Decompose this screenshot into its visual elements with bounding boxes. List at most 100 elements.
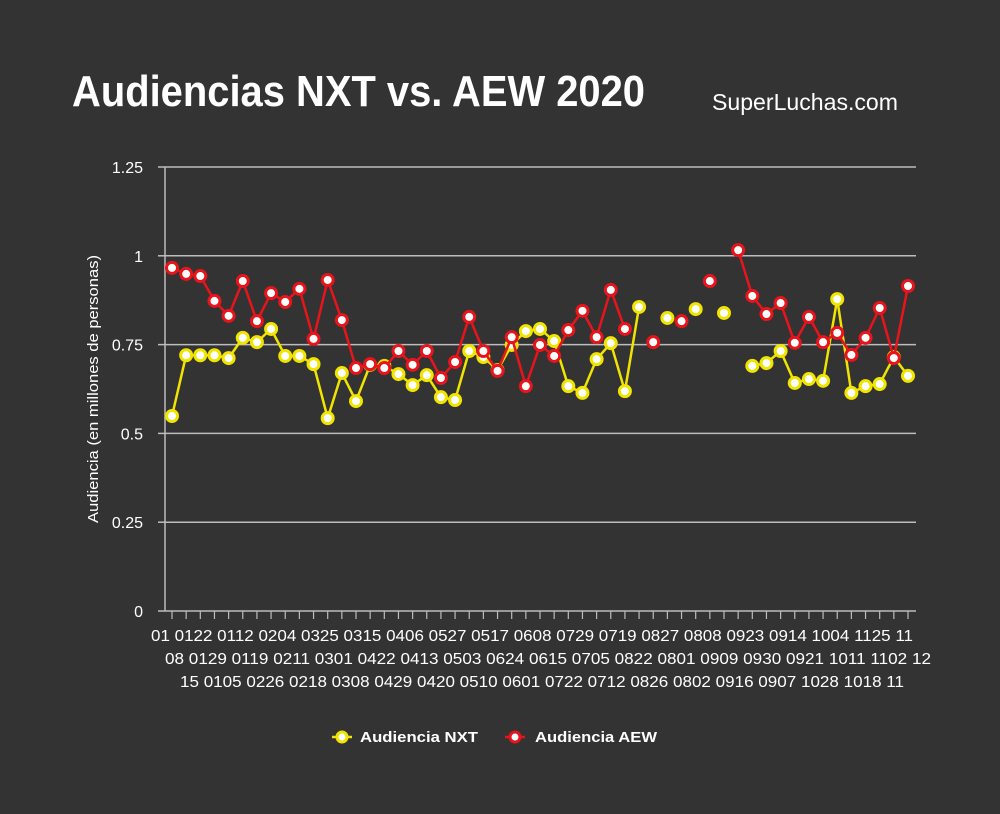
legend-item-aew[interactable]: Audiencia AEW [505, 729, 658, 746]
data-point[interactable] [844, 347, 859, 362]
data-point[interactable] [249, 314, 264, 329]
data-point[interactable] [264, 286, 279, 301]
data-point[interactable] [278, 294, 293, 309]
data-point[interactable] [193, 269, 208, 284]
data-point[interactable] [405, 357, 420, 372]
data-point[interactable] [830, 292, 845, 307]
series-line-segment [510, 336, 528, 387]
data-point[interactable] [603, 336, 618, 351]
data-point[interactable] [632, 299, 647, 314]
data-point[interactable] [235, 330, 250, 345]
data-point[interactable] [320, 272, 335, 287]
data-point[interactable] [264, 321, 279, 336]
data-point[interactable] [207, 293, 222, 308]
data-point[interactable] [759, 356, 774, 371]
data-point[interactable] [391, 367, 406, 382]
data-point[interactable] [518, 324, 533, 339]
data-point[interactable] [533, 337, 547, 352]
data-point[interactable] [731, 243, 746, 258]
data-point[interactable] [179, 348, 194, 363]
data-point[interactable] [617, 384, 632, 399]
data-point[interactable] [660, 310, 675, 325]
data-point[interactable] [462, 309, 477, 324]
data-point[interactable] [575, 303, 590, 318]
data-point[interactable] [490, 363, 505, 378]
data-point[interactable] [872, 301, 887, 316]
data-point[interactable] [688, 302, 703, 317]
data-point[interactable] [773, 296, 788, 311]
data-point[interactable] [334, 313, 349, 328]
data-point[interactable] [433, 370, 448, 385]
data-point[interactable] [547, 348, 562, 363]
data-point[interactable] [349, 361, 363, 376]
data-point[interactable] [476, 343, 491, 358]
data-point[interactable] [165, 260, 179, 275]
data-point[interactable] [462, 343, 477, 358]
data-point[interactable] [801, 372, 816, 387]
data-point[interactable] [858, 379, 873, 394]
data-point[interactable] [221, 351, 236, 366]
data-point[interactable] [886, 351, 901, 366]
legend-item-nxt[interactable]: Audiencia NXT [332, 729, 478, 746]
data-point[interactable] [674, 314, 689, 329]
data-point[interactable] [858, 330, 873, 345]
data-point[interactable] [221, 308, 236, 323]
data-point[interactable] [702, 274, 717, 289]
data-point[interactable] [193, 348, 208, 363]
data-point[interactable] [165, 408, 179, 423]
data-point[interactable] [292, 281, 307, 296]
data-point[interactable] [589, 330, 604, 345]
data-point[interactable] [391, 343, 406, 358]
data-point[interactable] [377, 361, 392, 376]
data-point[interactable] [306, 357, 321, 372]
y-tick-label: 0 [134, 604, 143, 621]
data-point[interactable] [207, 348, 222, 363]
data-point[interactable] [816, 335, 831, 350]
series-line-segment [779, 302, 796, 344]
data-point[interactable] [419, 343, 434, 358]
data-point[interactable] [292, 348, 307, 363]
data-point[interactable] [179, 266, 194, 281]
data-point[interactable] [363, 357, 378, 372]
data-point[interactable] [901, 278, 915, 293]
data-point[interactable] [561, 323, 576, 338]
data-point[interactable] [816, 373, 831, 388]
data-point[interactable] [773, 343, 788, 358]
data-point[interactable] [745, 358, 760, 373]
data-point[interactable] [320, 411, 335, 426]
data-point[interactable] [249, 335, 264, 350]
data-point[interactable] [872, 377, 887, 392]
data-point[interactable] [448, 393, 463, 408]
data-point[interactable] [518, 379, 533, 394]
data-point[interactable] [405, 378, 420, 393]
data-point[interactable] [278, 348, 293, 363]
data-point[interactable] [901, 368, 915, 383]
data-point[interactable] [419, 368, 434, 383]
data-point[interactable] [349, 394, 363, 409]
data-point[interactable] [533, 321, 547, 336]
data-point[interactable] [787, 335, 802, 350]
series-line-segment [298, 288, 315, 340]
data-point[interactable] [603, 282, 618, 297]
data-point[interactable] [504, 330, 519, 345]
data-point[interactable] [448, 355, 463, 370]
data-point[interactable] [830, 325, 845, 340]
data-point[interactable] [745, 288, 760, 303]
series-line-segment [524, 344, 542, 387]
series-line-segment [326, 279, 344, 321]
data-point[interactable] [433, 390, 448, 405]
data-point[interactable] [844, 385, 859, 400]
data-point[interactable] [787, 375, 802, 390]
data-point[interactable] [617, 321, 632, 336]
data-point[interactable] [646, 335, 661, 350]
data-point[interactable] [561, 379, 576, 394]
data-point[interactable] [235, 274, 250, 289]
data-point[interactable] [589, 352, 604, 367]
data-point[interactable] [334, 366, 349, 381]
data-point[interactable] [717, 305, 731, 320]
data-point[interactable] [759, 307, 774, 322]
data-point[interactable] [801, 309, 816, 324]
data-point[interactable] [306, 331, 321, 346]
data-point[interactable] [575, 385, 590, 400]
data-point[interactable] [547, 334, 562, 349]
